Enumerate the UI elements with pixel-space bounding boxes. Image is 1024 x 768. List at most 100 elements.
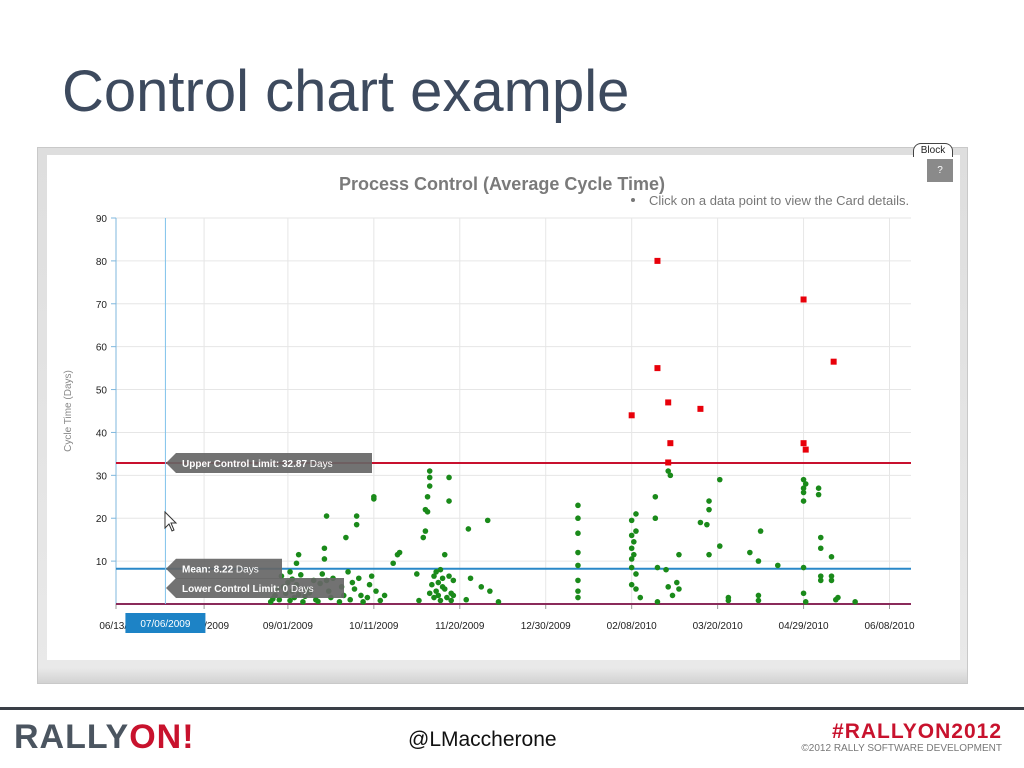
in-control-point[interactable] [628, 545, 635, 552]
in-control-point[interactable] [366, 581, 373, 588]
in-control-point[interactable] [484, 517, 491, 524]
in-control-point[interactable] [495, 599, 502, 605]
in-control-point[interactable] [446, 474, 452, 481]
out-of-control-point[interactable] [654, 257, 661, 264]
in-control-point[interactable] [628, 517, 635, 524]
in-control-point[interactable] [420, 534, 427, 541]
in-control-point[interactable] [815, 485, 822, 492]
in-control-point[interactable] [802, 481, 809, 487]
in-control-point[interactable] [450, 577, 457, 584]
in-control-point[interactable] [287, 597, 293, 604]
in-control-point[interactable] [437, 597, 444, 604]
in-control-point[interactable] [800, 498, 807, 504]
in-control-point[interactable] [347, 596, 354, 603]
in-control-point[interactable] [426, 483, 433, 489]
out-of-control-point[interactable] [830, 358, 837, 365]
in-control-point[interactable] [368, 573, 375, 579]
in-control-point[interactable] [774, 562, 781, 569]
in-control-point[interactable] [463, 596, 470, 603]
in-control-point[interactable] [300, 599, 306, 605]
in-control-point[interactable] [416, 597, 422, 604]
in-control-point[interactable] [444, 594, 450, 601]
out-of-control-point[interactable] [800, 440, 807, 447]
in-control-point[interactable] [478, 584, 485, 590]
in-control-point[interactable] [706, 498, 712, 504]
in-control-point[interactable] [665, 584, 672, 590]
in-control-point[interactable] [360, 599, 366, 605]
in-control-point[interactable] [437, 566, 444, 573]
in-control-point[interactable] [448, 597, 454, 604]
in-control-point[interactable] [371, 493, 377, 500]
in-control-point[interactable] [422, 528, 429, 534]
in-control-point[interactable] [633, 528, 639, 534]
in-control-point[interactable] [716, 543, 723, 549]
in-control-point[interactable] [431, 594, 437, 601]
help-button[interactable]: ? [927, 159, 953, 182]
in-control-point[interactable] [654, 599, 661, 605]
in-control-point[interactable] [628, 581, 635, 588]
in-control-point[interactable] [373, 588, 379, 594]
in-control-point[interactable] [706, 551, 712, 558]
in-control-point[interactable] [276, 596, 283, 603]
in-control-point[interactable] [351, 586, 358, 592]
in-control-point[interactable] [815, 491, 822, 498]
in-control-point[interactable] [414, 571, 420, 577]
in-control-point[interactable] [669, 592, 676, 599]
in-control-point[interactable] [676, 551, 682, 558]
in-control-point[interactable] [673, 579, 680, 586]
in-control-point[interactable] [433, 588, 439, 594]
in-control-point[interactable] [706, 506, 712, 513]
in-control-point[interactable] [631, 551, 637, 558]
in-control-point[interactable] [755, 558, 762, 564]
block-button[interactable]: Block [913, 143, 953, 157]
in-control-point[interactable] [336, 599, 343, 605]
in-control-point[interactable] [293, 560, 300, 567]
out-of-control-point[interactable] [665, 399, 672, 406]
in-control-point[interactable] [667, 472, 674, 479]
in-control-point[interactable] [575, 502, 581, 509]
in-control-point[interactable] [817, 534, 824, 541]
in-control-point[interactable] [652, 493, 659, 500]
in-control-point[interactable] [755, 597, 762, 604]
in-control-point[interactable] [487, 588, 493, 594]
in-control-point[interactable] [287, 569, 293, 575]
in-control-point[interactable] [817, 573, 824, 579]
in-control-point[interactable] [676, 586, 682, 592]
in-control-point[interactable] [349, 579, 356, 586]
in-control-point[interactable] [355, 575, 362, 582]
in-control-point[interactable] [424, 508, 431, 515]
in-control-point[interactable] [426, 468, 433, 474]
in-control-point[interactable] [800, 485, 807, 492]
in-control-point[interactable] [446, 573, 452, 579]
in-control-point[interactable] [628, 532, 635, 539]
in-control-point[interactable] [631, 539, 637, 545]
in-control-point[interactable] [697, 519, 704, 526]
in-control-point[interactable] [575, 515, 581, 522]
in-control-point[interactable] [817, 545, 824, 552]
out-of-control-point[interactable] [628, 412, 635, 419]
in-control-point[interactable] [575, 588, 581, 594]
out-of-control-point[interactable] [665, 459, 672, 466]
in-control-point[interactable] [575, 530, 581, 537]
in-control-point[interactable] [353, 513, 360, 519]
in-control-point[interactable] [828, 573, 835, 579]
out-of-control-point[interactable] [654, 365, 661, 372]
in-control-point[interactable] [663, 566, 669, 573]
out-of-control-point[interactable] [697, 405, 704, 412]
in-control-point[interactable] [431, 573, 437, 579]
in-control-point[interactable] [321, 556, 328, 562]
out-of-control-point[interactable] [667, 440, 674, 447]
in-control-point[interactable] [381, 592, 388, 599]
in-control-point[interactable] [628, 564, 635, 571]
in-control-point[interactable] [319, 571, 326, 577]
in-control-point[interactable] [654, 564, 661, 571]
in-control-point[interactable] [377, 597, 384, 604]
in-control-point[interactable] [800, 564, 807, 571]
in-control-point[interactable] [800, 476, 807, 483]
in-control-point[interactable] [295, 551, 302, 558]
in-control-point[interactable] [467, 575, 474, 582]
in-control-point[interactable] [441, 586, 448, 592]
in-control-point[interactable] [633, 511, 639, 517]
in-control-point[interactable] [575, 562, 581, 569]
in-control-point[interactable] [725, 597, 732, 604]
